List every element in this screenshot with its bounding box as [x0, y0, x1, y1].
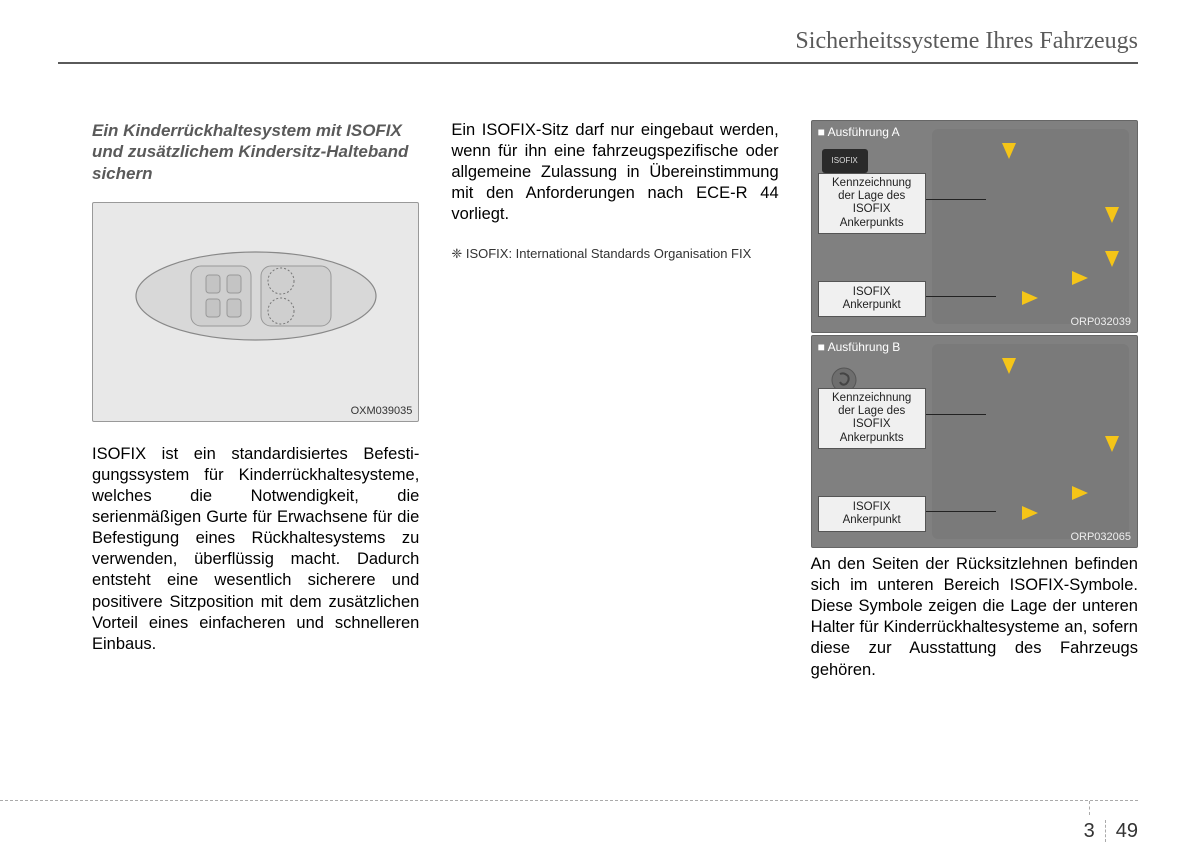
arrow-right-icon: [1022, 291, 1038, 305]
arrow-right-icon: [1022, 506, 1038, 520]
chapter-number: 3: [1084, 820, 1106, 842]
figure-vehicle-topview: OXM039035: [92, 202, 419, 422]
callout-anchor-point: ISOFIX Ankerpunkt: [818, 281, 926, 317]
arrow-down-icon: [1105, 436, 1119, 452]
figure-code: ORP032039: [1070, 316, 1131, 328]
page-header-title: Sicherheitssysteme Ihres Fahrzeugs: [795, 28, 1138, 55]
arrow-down-icon: [1002, 358, 1016, 374]
arrow-down-icon: [1105, 251, 1119, 267]
header-divider: [58, 62, 1138, 64]
callout-anchor-position: Kennzeichnung der Lage des ISOFIX Ankerp…: [818, 173, 926, 234]
arrow-right-icon: [1072, 486, 1088, 500]
body-paragraph: ISOFIX ist ein standardisiertes Befesti­…: [92, 444, 419, 655]
callout-anchor-position: Kennzeichnung der Lage des ISOFIX Ankerp…: [818, 388, 926, 449]
body-paragraph: Ein ISOFIX-Sitz darf nur eingebaut werde…: [451, 120, 778, 226]
page-dashed-line: [0, 800, 1138, 801]
variant-label: ■ Ausführung A: [818, 125, 900, 139]
leader-line: [926, 511, 996, 512]
isofix-tag: ISOFIX: [822, 149, 868, 173]
variant-label: ■ Ausführung B: [818, 340, 901, 354]
section-subheading: Ein Kinderrückhaltesystem mit ISOFIX und…: [92, 120, 419, 184]
body-paragraph: An den Seiten der Rücksitzlehnen befinde…: [811, 554, 1138, 681]
car-top-icon: [131, 241, 381, 351]
page-index: 49: [1106, 820, 1138, 842]
figure-seat-variant-a: ■ Ausführung A ISOFIX Kennzeichnung der …: [811, 120, 1138, 333]
leader-line: [926, 296, 996, 297]
figure-seat-variant-b: ■ Ausführung B Kennzeichnung der Lage de…: [811, 335, 1138, 548]
figure-code: ORP032065: [1070, 531, 1131, 543]
arrow-right-icon: [1072, 271, 1088, 285]
page-number: 349: [1084, 820, 1138, 843]
arrow-down-icon: [1105, 207, 1119, 223]
column-3: ■ Ausführung A ISOFIX Kennzeichnung der …: [811, 120, 1138, 681]
column-2: Ein ISOFIX-Sitz darf nur eingebaut werde…: [451, 120, 778, 681]
page-tick-line: [1089, 801, 1090, 815]
arrow-down-icon: [1002, 143, 1016, 159]
callout-anchor-point: ISOFIX Ankerpunkt: [818, 496, 926, 532]
figure-code: OXM039035: [351, 405, 413, 417]
leader-line: [926, 414, 986, 415]
footnote: ❈ ISOFIX: International Standards Organi…: [451, 246, 778, 262]
content-columns: Ein Kinderrückhaltesystem mit ISOFIX und…: [92, 120, 1138, 681]
column-1: Ein Kinderrückhaltesystem mit ISOFIX und…: [92, 120, 419, 681]
leader-line: [926, 199, 986, 200]
